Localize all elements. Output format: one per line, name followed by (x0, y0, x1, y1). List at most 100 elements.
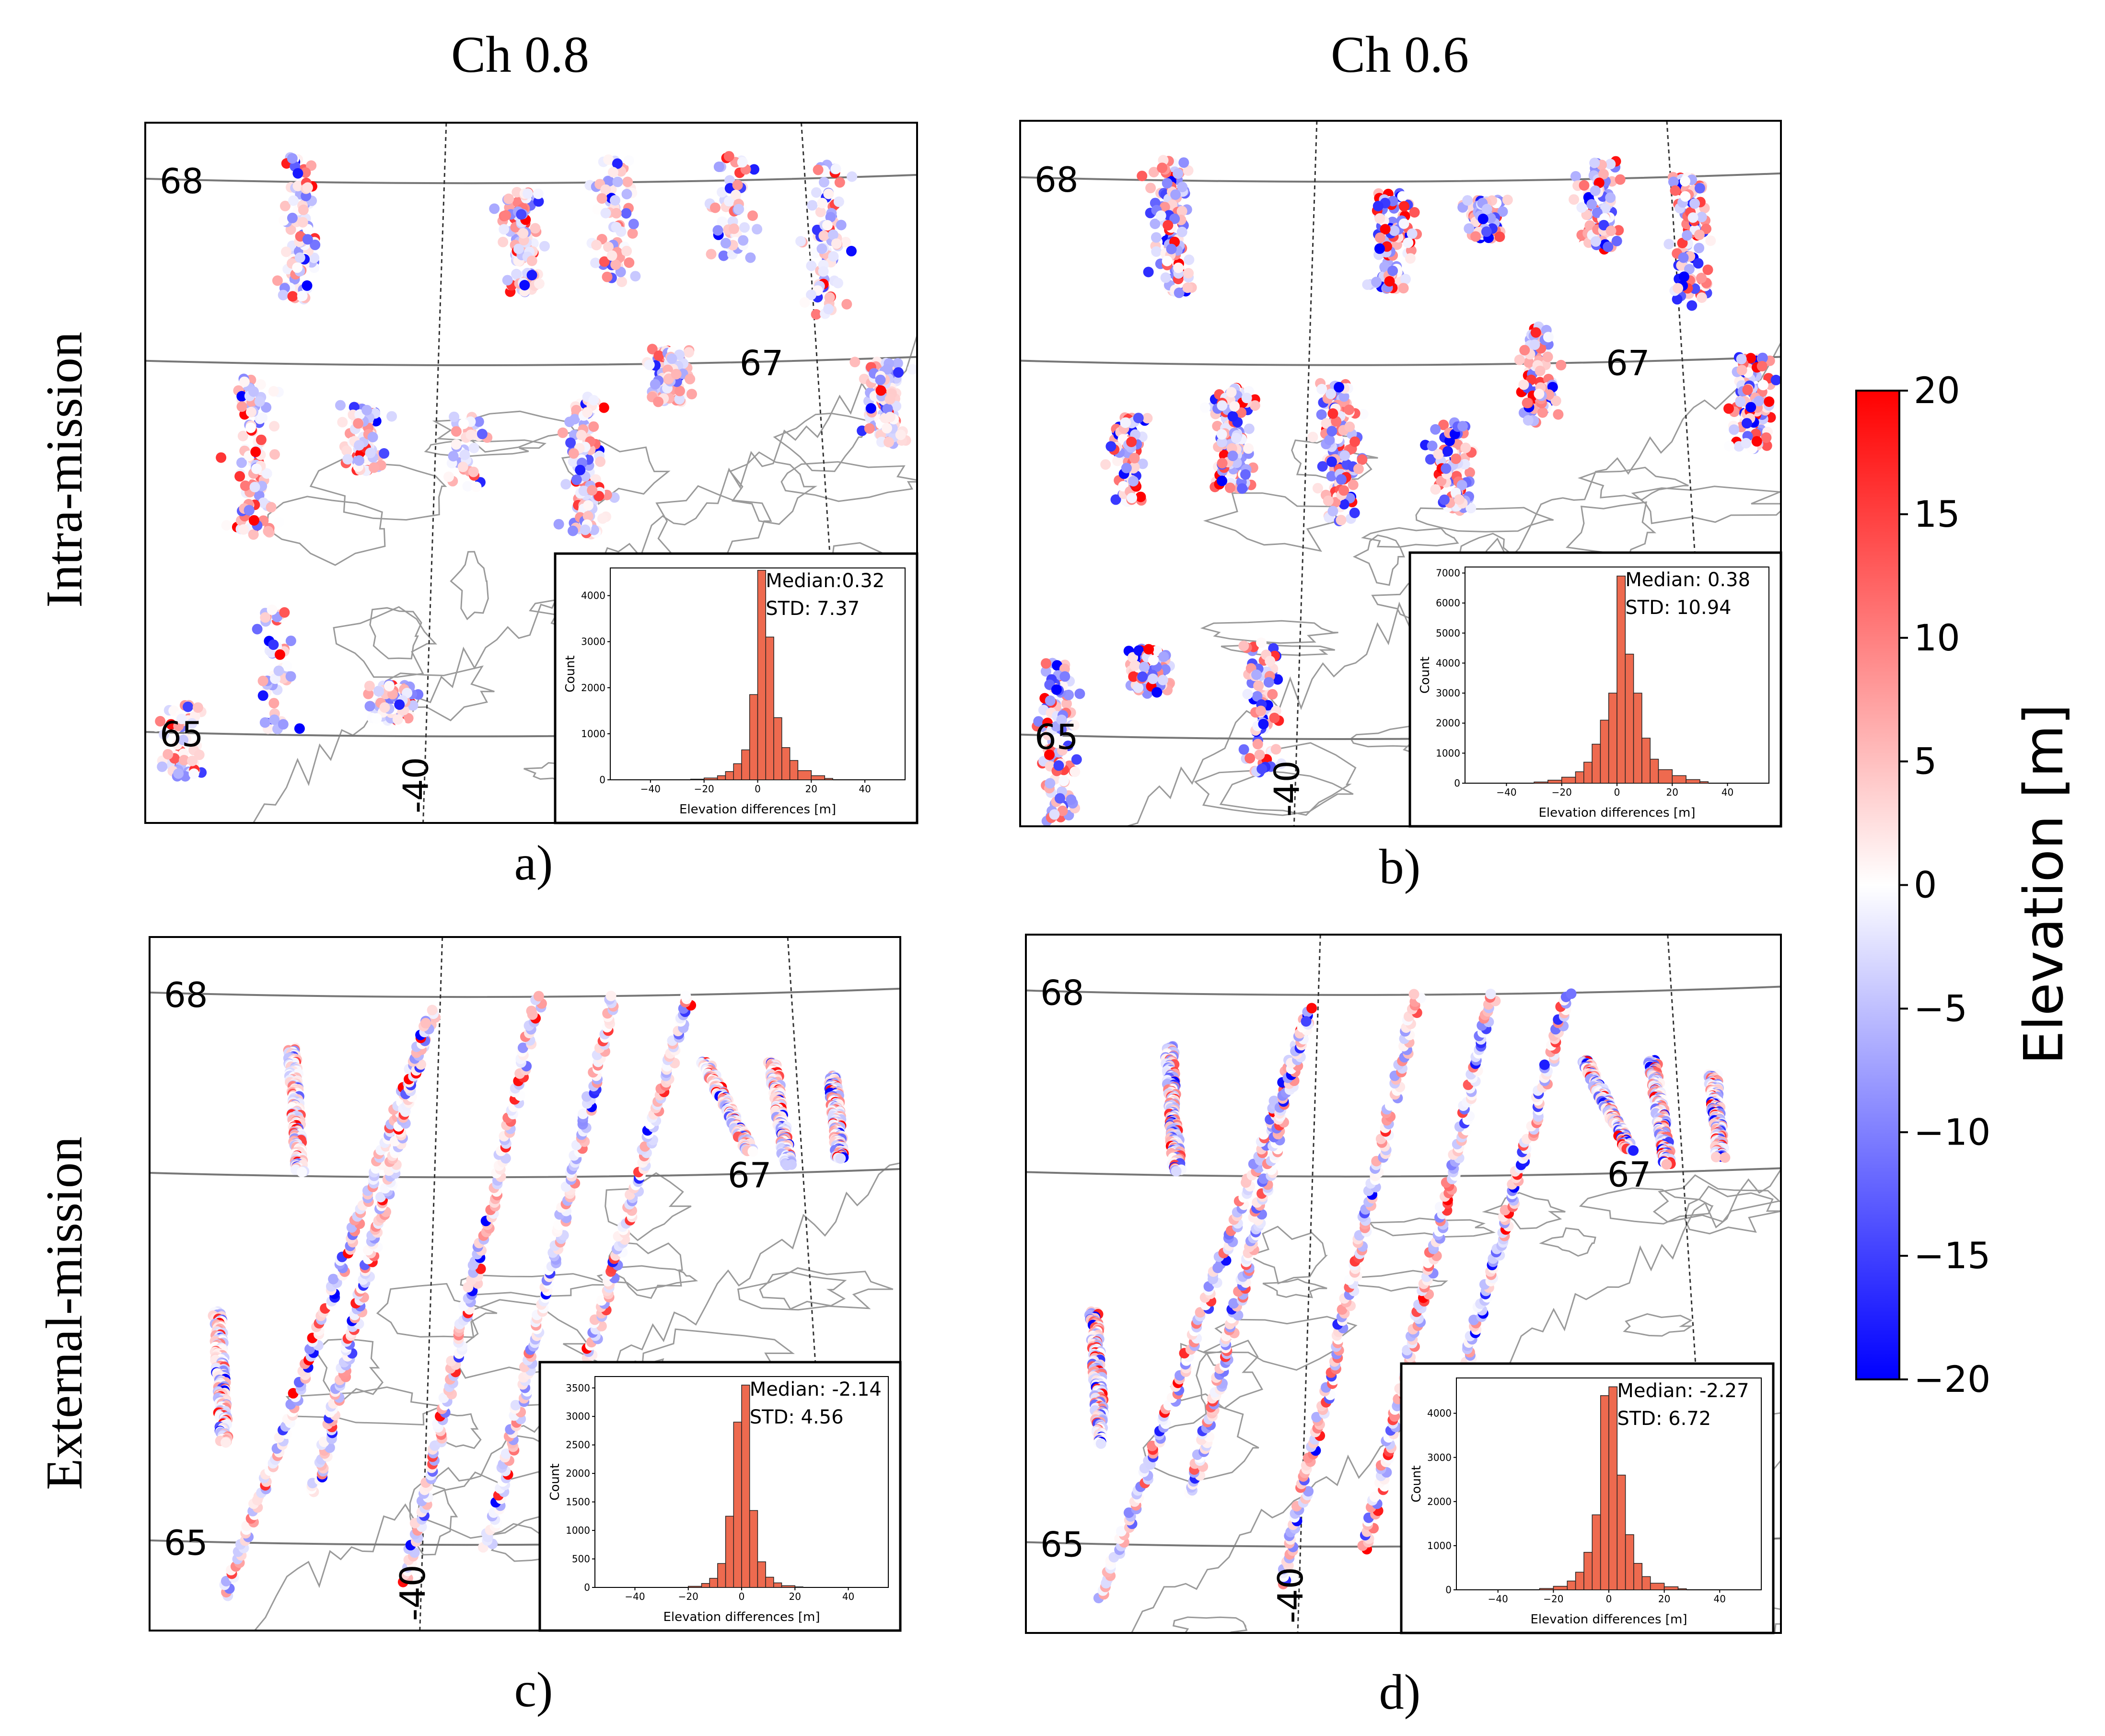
inset-std: STD: 6.72 (1617, 1408, 1711, 1430)
latitude-label: 68 (1035, 160, 1079, 200)
inset-xlabel: Elevation differences [m] (1531, 1612, 1687, 1627)
latitude-label: 67 (1607, 1154, 1651, 1194)
histogram-bar (789, 760, 799, 780)
histogram-bar (1625, 1534, 1634, 1590)
colorbar-tick: −20 (1914, 1358, 1990, 1400)
track-points (208, 990, 849, 1601)
longitude-label: -40 (1267, 760, 1307, 817)
inset-y-tick: 7000 (1436, 567, 1460, 579)
inset-y-tick: 0 (599, 774, 605, 786)
histogram-bar (757, 570, 767, 780)
latitude-label: 65 (164, 1523, 208, 1563)
inset-y-tick: 3000 (566, 1411, 590, 1422)
inset-histogram: −40 −20 0 20 40 0 500 1000 1500 2000 2500 3000 3500 E… (538, 1361, 902, 1632)
histogram-bar (1583, 1551, 1593, 1590)
colorbar-label: Elevation [m] (2013, 704, 2075, 1065)
track-points (1032, 155, 1781, 826)
inset-xlabel: Elevation differences [m] (1539, 806, 1696, 820)
colorbar-gradient (1855, 390, 1900, 1380)
inset-x-tick: 20 (1666, 787, 1678, 798)
histogram-bar (1650, 1583, 1665, 1590)
panel-label: b) (1379, 839, 1421, 894)
inset-std: STD: 10.94 (1625, 597, 1731, 619)
graticule-meridians (1293, 121, 1713, 826)
inset-std: STD: 7.37 (766, 598, 860, 620)
histogram-bar (741, 749, 750, 780)
histogram-bar (733, 763, 742, 780)
inset-histogram: −40 −20 0 20 40 0 1000 2000 3000 4000 Elevation di… (554, 552, 919, 824)
latitude-label: 67 (740, 343, 784, 383)
inset-ylabel: Count (1409, 1465, 1424, 1502)
colorbar-tick: −15 (1914, 1234, 1990, 1277)
latitude-label: 67 (728, 1155, 772, 1195)
inset-std: STD: 4.56 (750, 1406, 844, 1428)
histogram-bar (701, 1583, 710, 1588)
inset-x-tick: 0 (739, 1591, 745, 1602)
inset-median: Median: -2.14 (750, 1378, 882, 1400)
longitude-label: -40 (1270, 1567, 1311, 1623)
histogram-bar (1534, 781, 1548, 784)
colorbar-tick: 15 (1914, 493, 1960, 535)
panel-d: 68 67 65 -40 d) −40 −20 0 20 40 0 1000 2000 3000 4000 E… (1025, 934, 1782, 1720)
histogram-bar (1677, 1588, 1687, 1590)
colorbar-tick: −5 (1914, 987, 1967, 1030)
panel-label: d) (1379, 1665, 1421, 1720)
histogram-bar (757, 1561, 766, 1588)
histogram-bar (690, 778, 705, 780)
histogram-bar (741, 1385, 750, 1588)
histogram-bar (1672, 775, 1686, 784)
inset-ylabel: Count (1418, 657, 1432, 694)
histogram-bar (781, 747, 791, 780)
histogram-bar (1699, 781, 1709, 784)
histogram-bar (1592, 743, 1601, 784)
histogram-bar (725, 771, 734, 780)
inset-median: Median: 0.38 (1625, 569, 1750, 591)
colorbar-tick: −10 (1914, 1111, 1990, 1153)
histogram-bar (749, 694, 758, 780)
histogram-bar (1686, 779, 1700, 784)
latitude-label: 65 (1035, 717, 1079, 757)
histogram-bar (1633, 693, 1642, 784)
histogram-bar (1553, 1586, 1568, 1590)
colorbar-tick: 0 (1914, 864, 1937, 906)
row-title-top: Intra-mission (36, 332, 93, 608)
inset-histogram: −40 −20 0 20 40 0 1000 2000 3000 4000 5000 6000 7000… (1408, 551, 1782, 828)
inset-y-tick: 0 (1454, 777, 1460, 789)
histogram-bar (1608, 1386, 1618, 1590)
inset-x-tick: −40 (1488, 1593, 1508, 1605)
inset-ylabel: Count (563, 655, 578, 692)
latitude-label: 68 (1040, 973, 1084, 1013)
histogram-bar (1608, 693, 1617, 784)
inset-x-tick: 0 (1614, 787, 1620, 798)
panel-a: 68 67 65 -40 a) −40 −20 0 20 40 0 1000 2000 3000 4000 E… (144, 122, 919, 891)
latitude-label: 67 (1606, 343, 1650, 383)
inset-y-tick: 1000 (581, 728, 605, 740)
histogram-bar (1575, 771, 1584, 784)
panel-label: c) (514, 1662, 553, 1717)
histogram-bar (1617, 1474, 1626, 1590)
histogram-bar (749, 1510, 758, 1588)
inset-x-tick: −20 (694, 783, 714, 795)
inset-y-tick: 3000 (1427, 1452, 1452, 1463)
histogram-bar (797, 770, 812, 780)
colorbar-tick: 10 (1914, 616, 1960, 659)
inset-median: Median: -2.27 (1617, 1380, 1749, 1402)
histogram-bar (1561, 776, 1576, 784)
inset-x-tick: −40 (625, 1591, 645, 1602)
inset-y-tick: 2000 (1427, 1496, 1452, 1507)
histogram-bar (1539, 1588, 1554, 1590)
inset-xlabel: Elevation differences [m] (663, 1610, 820, 1624)
inset-y-tick: 0 (584, 1582, 590, 1593)
inset-y-tick: 0 (1445, 1584, 1452, 1596)
inset-y-tick: 2000 (1436, 718, 1460, 729)
inset-x-tick: −20 (1552, 787, 1572, 798)
histogram-bar (1641, 738, 1651, 784)
inset-y-tick: 3500 (566, 1382, 590, 1394)
panel-b: 68 67 65 -40 b) −40 −20 0 20 40 0 1000 2000 3000 4000 5… (1019, 120, 1782, 894)
row-title-bottom: External-mission (36, 1136, 93, 1490)
panel-c: 68 67 65 -40 c) −40 −20 0 20 40 0 500 1000 1500 2000 25… (149, 936, 902, 1717)
inset-x-tick: 40 (1721, 787, 1733, 798)
inset-x-tick: 0 (1606, 1593, 1612, 1605)
histogram-bar (1650, 759, 1659, 784)
histogram-bar (1625, 653, 1634, 784)
